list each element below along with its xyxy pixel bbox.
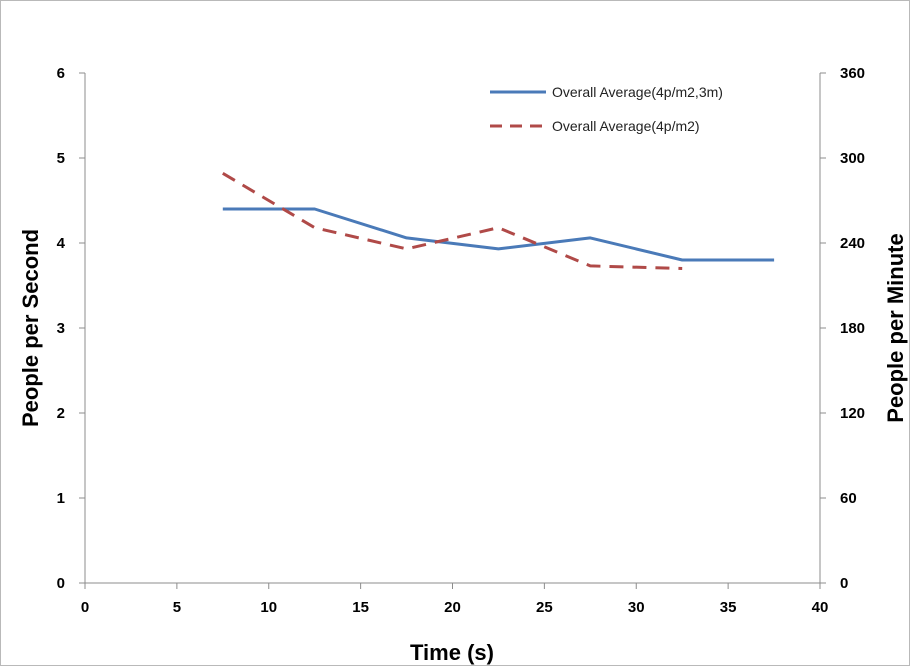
legend: Overall Average(4p/m2,3m) Overall Averag… bbox=[490, 84, 723, 134]
x-tick-label: 35 bbox=[720, 599, 737, 616]
x-tick-label: 25 bbox=[536, 599, 553, 616]
y-tick-label: 1 bbox=[57, 490, 65, 507]
x-tick-label: 0 bbox=[81, 599, 89, 616]
series-line-1 bbox=[222, 207, 775, 262]
y2-tick-label: 300 bbox=[840, 150, 865, 167]
axes bbox=[84, 73, 821, 584]
y-tick-label: 4 bbox=[57, 235, 66, 252]
y2-tick-label: 240 bbox=[840, 235, 865, 252]
x-tick-label: 30 bbox=[628, 599, 645, 616]
x-tick-label: 20 bbox=[444, 599, 461, 616]
series-layer bbox=[222, 172, 775, 270]
y-tick-label: 5 bbox=[57, 150, 65, 167]
y-axis-title: People per Second bbox=[18, 229, 43, 427]
ticks: 0 5 10 15 20 25 30 35 40012345606012018024030036… bbox=[57, 65, 865, 616]
x-tick-label: 10 bbox=[260, 599, 277, 616]
y2-tick-label: 0 bbox=[840, 575, 848, 592]
x-tick-label: 5 bbox=[173, 599, 181, 616]
y-tick-label: 6 bbox=[57, 65, 65, 82]
y-tick-label: 0 bbox=[57, 575, 65, 592]
legend-label-series-1: Overall Average(4p/m2,3m) bbox=[552, 84, 723, 100]
y2-tick-label: 180 bbox=[840, 320, 865, 337]
y2-tick-label: 120 bbox=[840, 405, 865, 422]
x-tick-label: 40 bbox=[812, 599, 829, 616]
legend-label-series-2: Overall Average(4p/m2) bbox=[552, 118, 700, 134]
y2-tick-label: 60 bbox=[840, 490, 857, 507]
y2-axis-title: People per Minute bbox=[883, 233, 908, 422]
y-tick-label: 3 bbox=[57, 320, 65, 337]
y2-tick-label: 360 bbox=[840, 65, 865, 82]
series-line-2 bbox=[222, 172, 683, 270]
y-tick-label: 2 bbox=[57, 405, 65, 422]
x-tick-label: 15 bbox=[352, 599, 369, 616]
x-axis-title: Time (s) bbox=[410, 640, 494, 665]
